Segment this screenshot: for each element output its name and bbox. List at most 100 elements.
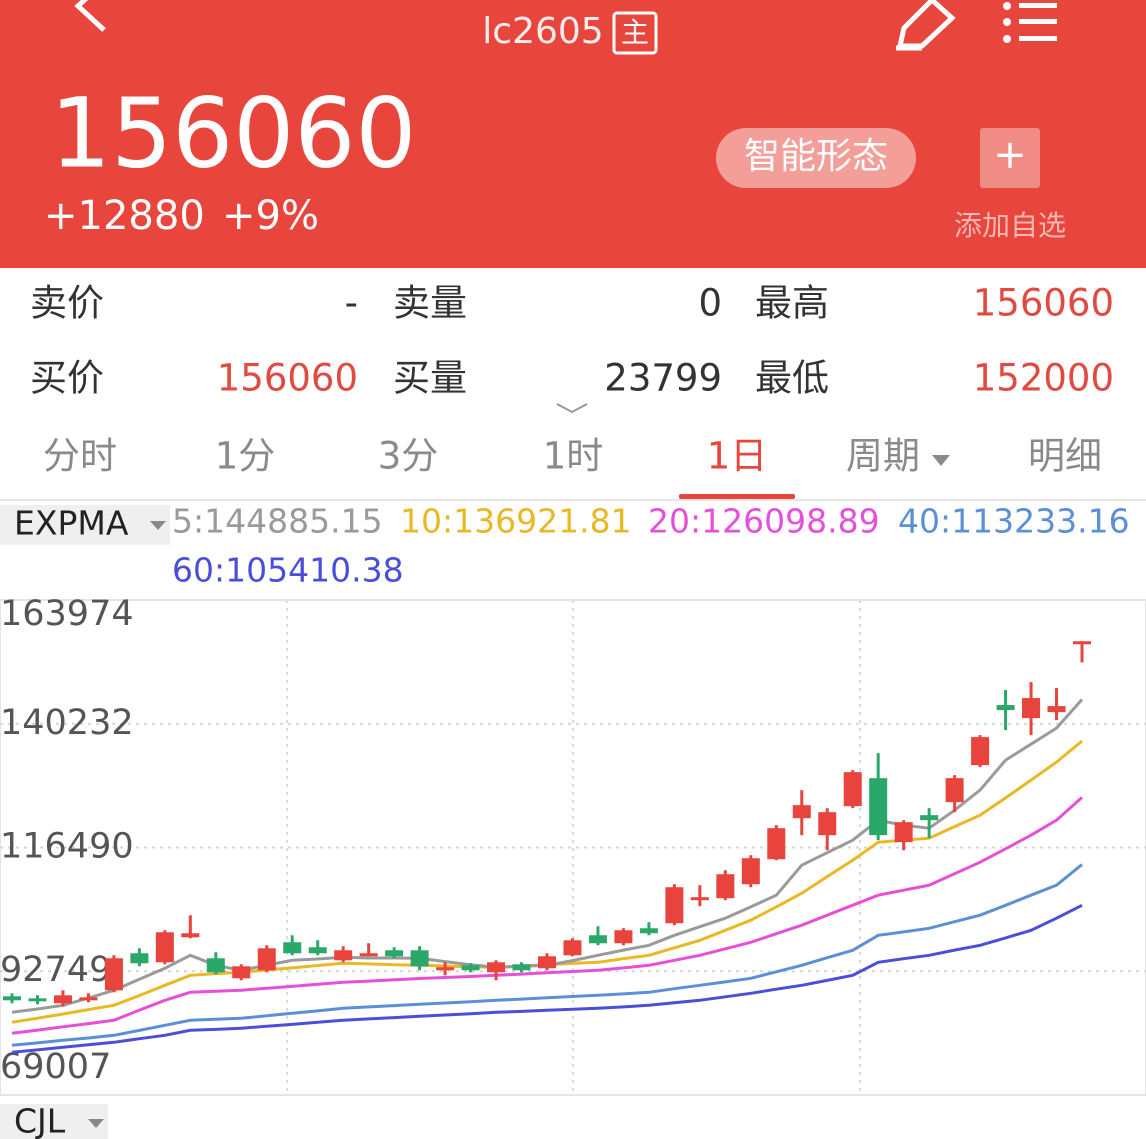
- smart-button-label[interactable]: 智能形态: [744, 136, 888, 177]
- vertical-grid: [286, 600, 861, 1095]
- tab[interactable]: 3分: [378, 435, 439, 478]
- y-tick-label: 92749: [0, 950, 111, 990]
- candle-body: [206, 958, 225, 973]
- candle-body: [1047, 706, 1066, 713]
- edit-icon[interactable]: [896, 0, 956, 51]
- quote-label: 卖价: [30, 282, 104, 325]
- y-tick-label: 116490: [0, 827, 134, 867]
- candle-body: [461, 965, 480, 971]
- sub-indicator-box[interactable]: [0, 1104, 108, 1139]
- candle-body: [538, 956, 556, 969]
- candle-body: [741, 858, 760, 885]
- quote-label: 最低: [755, 357, 829, 400]
- quote-label: 卖量: [393, 282, 467, 325]
- candle-body: [920, 815, 939, 821]
- quote-label: 最高: [755, 282, 829, 325]
- candle-body: [3, 996, 21, 1001]
- price: 156060: [50, 77, 416, 189]
- candle-body: [996, 705, 1015, 711]
- tab[interactable]: 明细: [1028, 435, 1102, 478]
- candle-body: [359, 953, 378, 957]
- smart-button[interactable]: [716, 128, 916, 188]
- legend-entry: 20:126098.89: [648, 502, 880, 541]
- candle-body: [410, 950, 429, 967]
- tab-underline: [679, 494, 795, 499]
- candle-body: [690, 897, 709, 901]
- title: lc2605: [482, 11, 603, 52]
- add-icon[interactable]: +: [993, 132, 1027, 178]
- ema-line: [11, 903, 1083, 1054]
- legend-entry: 5:144885.15: [172, 502, 383, 541]
- candle-body: [436, 967, 455, 971]
- dropdown-icon[interactable]: [150, 521, 166, 530]
- candle-body: [155, 932, 174, 963]
- quote-value: 0: [698, 282, 722, 325]
- candle-body: [792, 805, 811, 819]
- candle-body: [308, 947, 327, 954]
- candle-body: [130, 953, 149, 964]
- candle-body: [665, 887, 684, 924]
- legend-entry: 40:113233.16: [898, 502, 1130, 541]
- candle-body: [181, 933, 200, 938]
- candle-body: [104, 958, 123, 991]
- y-tick-label: 163974: [0, 594, 134, 634]
- candle-body: [716, 874, 735, 899]
- candle-body: [1073, 641, 1091, 645]
- tab[interactable]: 分时: [43, 435, 117, 478]
- y-tick-label: 140232: [0, 703, 134, 743]
- quote-value: 23799: [604, 357, 722, 400]
- dropdown-icon[interactable]: [932, 455, 950, 466]
- y-tick-label: 69007: [0, 1047, 111, 1087]
- add-button[interactable]: [980, 128, 1040, 188]
- candle-body: [945, 778, 964, 803]
- ema-line: [11, 863, 1083, 1047]
- candle-body: [614, 930, 633, 944]
- candle-body: [283, 942, 302, 954]
- expand-icon[interactable]: [556, 403, 588, 414]
- tab[interactable]: 1日: [707, 435, 768, 478]
- tab[interactable]: 1分: [215, 435, 276, 478]
- badge-box: [612, 11, 658, 55]
- candle-body: [487, 962, 506, 973]
- dropdown-icon[interactable]: [88, 1119, 104, 1128]
- legend-entry: 60:105410.38: [172, 551, 404, 590]
- indicator-name[interactable]: EXPMA: [14, 504, 129, 543]
- badge: 主: [621, 16, 649, 49]
- candle-body: [588, 935, 607, 944]
- indicator-box[interactable]: [0, 505, 170, 545]
- candle-body: [894, 822, 913, 843]
- change-pct: +9%: [222, 193, 319, 239]
- candle-body: [28, 998, 47, 1002]
- candle-body: [1022, 698, 1041, 719]
- quote-value: 152000: [973, 357, 1114, 400]
- candle-body: [869, 778, 888, 836]
- menu-icon[interactable]: [1003, 2, 1057, 43]
- ema-line: [11, 739, 1083, 1024]
- candle-body: [639, 928, 658, 934]
- quote-value: 156060: [217, 357, 358, 400]
- header-bg: [0, 0, 1146, 268]
- candle-body: [818, 812, 837, 836]
- add-label[interactable]: 添加自选: [954, 209, 1066, 242]
- tab[interactable]: 周期: [846, 435, 920, 478]
- candle-body: [971, 737, 990, 766]
- sub-indicator-name[interactable]: CJL: [14, 1102, 66, 1139]
- ema-line: [11, 796, 1083, 1035]
- back-icon[interactable]: [74, 0, 106, 32]
- legend-entry: 10:136921.81: [400, 502, 632, 541]
- quote-value: 156060: [973, 282, 1114, 325]
- candle-body: [79, 997, 98, 1001]
- candle-body: [53, 995, 72, 1004]
- candle-body: [563, 940, 582, 956]
- tab[interactable]: 1时: [543, 435, 604, 478]
- quote-value: -: [345, 282, 358, 325]
- candle-body: [334, 950, 353, 961]
- candle-body: [843, 772, 862, 807]
- change: +12880: [44, 193, 205, 239]
- candle-body: [767, 828, 786, 860]
- candle-body: [232, 966, 251, 979]
- candle-body: [512, 964, 531, 971]
- quote-label: 买价: [30, 357, 104, 400]
